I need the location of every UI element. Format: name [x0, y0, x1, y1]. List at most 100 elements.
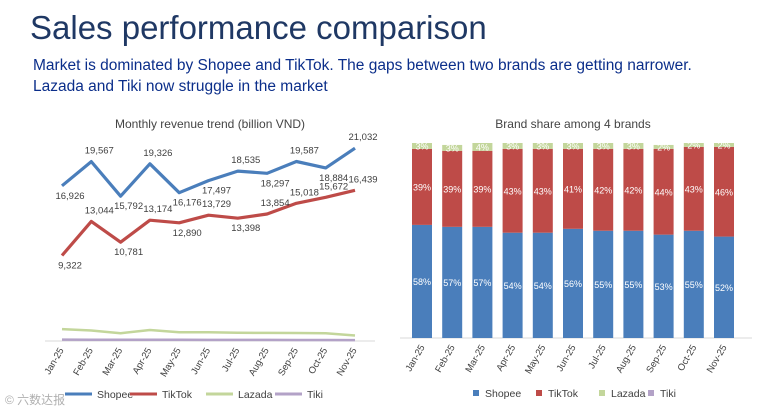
data-label-tiktok: 10,781	[114, 247, 143, 258]
bar-segment-shopee	[623, 230, 644, 338]
bar-label-shopee: 57%	[473, 278, 491, 288]
bar-label-shopee: 53%	[655, 282, 673, 292]
bar-label-shopee: 55%	[624, 280, 642, 290]
data-label-tiktok: 13,174	[143, 204, 172, 215]
bar-label-shopee: 55%	[594, 280, 612, 290]
bar-label-tiktok: 43%	[685, 184, 703, 194]
data-label-tiktok: 13,044	[85, 205, 114, 216]
bar-segment-shopee	[532, 232, 553, 338]
bar-segment-shopee	[502, 232, 523, 338]
bar-label-tiktok: 43%	[534, 186, 552, 196]
bar-segment-shopee	[593, 230, 614, 338]
bar-segment-lazada	[714, 143, 734, 147]
bar-label-tiktok: 41%	[564, 184, 582, 194]
legend-label-tiktok: TikTok	[548, 388, 579, 400]
page-subtitle: Market is dominated by Shopee and TikTok…	[33, 56, 763, 97]
bar-segment-lazada	[683, 143, 704, 147]
bar-segment-lazada	[532, 143, 553, 149]
data-label-tiktok: 9,322	[58, 261, 82, 272]
legend-label-shopee: Shopee	[97, 389, 133, 401]
bar-segment-tiktok	[532, 148, 553, 233]
x-tick-label: Aug-25	[614, 343, 639, 375]
data-label-tiktok: 12,890	[173, 228, 202, 239]
bar-label-shopee: 56%	[564, 279, 582, 289]
bar-segment-shopee	[683, 230, 704, 338]
data-label-tiktok: 13,398	[231, 223, 260, 234]
bar-segment-shopee	[714, 236, 734, 338]
bar-label-tiktok: 42%	[594, 185, 612, 195]
bar-segment-shopee	[653, 234, 674, 338]
data-label-tiktok: 16,439	[348, 174, 377, 185]
data-label-tiktok: 13,854	[261, 198, 290, 209]
x-tick-label: Sep-25	[644, 343, 669, 375]
bar-segment-lazada	[593, 143, 614, 149]
bar-segment-lazada	[472, 143, 493, 151]
legend-swatch-tiktok	[536, 390, 542, 396]
legend-label-shopee: Shopee	[485, 388, 521, 400]
bar-segment-shopee	[472, 226, 493, 338]
legend-swatch-lazada	[599, 390, 605, 396]
data-label-shopee: 19,326	[143, 148, 172, 159]
bar-label-shopee: 58%	[413, 277, 431, 287]
bar-label-lazada: 3%	[536, 141, 549, 151]
x-tick-label: Oct-25	[676, 343, 700, 373]
bar-label-tiktok: 46%	[715, 187, 733, 197]
legend-label-tiki: Tiki	[307, 389, 323, 401]
bar-label-shopee: 57%	[443, 278, 461, 288]
legend-label-tiki: Tiki	[660, 388, 676, 400]
legend-label-tiktok: TikTok	[162, 389, 193, 401]
data-label-shopee: 18,884	[319, 173, 348, 184]
bar-label-tiktok: 44%	[655, 187, 673, 197]
bar-segment-lazada	[502, 143, 523, 149]
bar-label-lazada: 3%	[627, 141, 640, 151]
bar-segment-shopee	[442, 226, 463, 338]
bar-label-shopee: 52%	[715, 283, 733, 293]
bar-label-shopee: 54%	[534, 281, 552, 291]
bar-segment-lazada	[412, 143, 432, 149]
x-tick-label: Nov-25	[705, 343, 730, 375]
bar-label-lazada: 2%	[687, 140, 700, 150]
bar-label-lazada: 3%	[566, 141, 579, 151]
data-label-shopee: 21,032	[348, 132, 377, 143]
data-label-tiktok: 15,018	[290, 187, 319, 198]
bar-label-tiktok: 42%	[624, 185, 642, 195]
data-label-shopee: 18,535	[231, 155, 260, 166]
legend-label-lazada: Lazada	[611, 388, 646, 400]
bar-segment-shopee	[563, 228, 583, 338]
data-label-shopee: 15,792	[114, 201, 143, 212]
bar-segment-lazada	[442, 144, 463, 151]
x-tick-label: Apr-25	[494, 343, 518, 373]
data-label-tiktok: 13,729	[202, 199, 231, 210]
legend-swatch-tiki	[648, 390, 654, 396]
bar-label-shopee: 54%	[504, 281, 522, 291]
bar-chart-title: Brand share among 4 brands	[495, 117, 651, 131]
bar-segment-tiktok	[563, 148, 583, 229]
bar-label-tiktok: 39%	[443, 184, 461, 194]
bar-label-shopee: 55%	[685, 280, 703, 290]
bar-label-tiktok: 43%	[504, 186, 522, 196]
bar-label-lazada: 3%	[597, 141, 610, 151]
bar-label-tiktok: 39%	[473, 184, 491, 194]
bar-segment-tiktok	[593, 148, 614, 231]
bar-segment-tiktok	[623, 148, 644, 231]
data-label-shopee: 19,587	[290, 145, 319, 156]
x-tick-label: Jul-25	[586, 343, 608, 371]
x-tick-label: Feb-25	[433, 343, 458, 375]
bar-segment-tiktok	[683, 146, 704, 231]
bar-segment-tiktok	[412, 148, 432, 225]
bar-label-lazada: 3%	[446, 143, 459, 153]
bar-segment-tiktok	[502, 148, 523, 233]
data-label-shopee: 17,497	[202, 186, 231, 197]
bar-segment-shopee	[412, 224, 432, 338]
subtitle-line-2: Lazada and Tiki now struggle in the mark…	[33, 77, 328, 95]
bar-label-lazada: 4%	[476, 142, 489, 152]
bar-segment-lazada	[563, 143, 583, 149]
bar-label-lazada: 2%	[657, 142, 670, 152]
bar-label-tiktok: 39%	[413, 182, 431, 192]
data-label-shopee: 18,297	[261, 178, 290, 189]
data-label-shopee: 16,926	[55, 191, 84, 202]
data-label-shopee: 19,567	[85, 146, 114, 157]
bar-segment-lazada	[623, 143, 644, 149]
bar-segment-tiktok	[714, 146, 734, 237]
